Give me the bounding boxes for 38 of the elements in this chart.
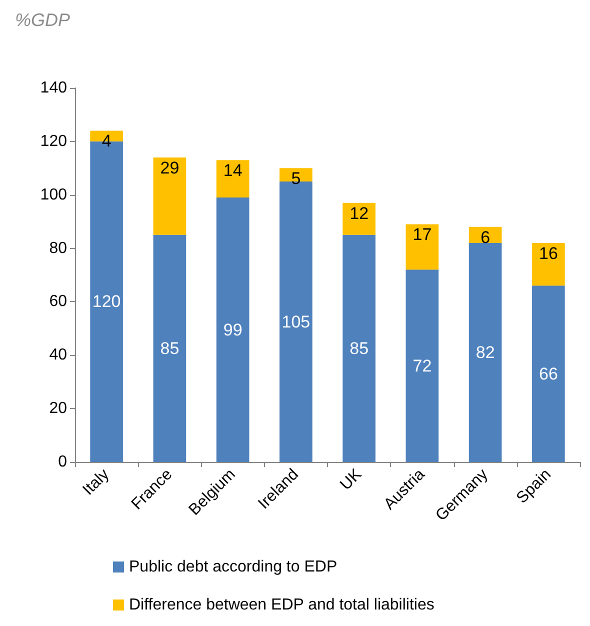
- data-label: 85: [350, 338, 369, 358]
- data-label: 29: [160, 158, 180, 178]
- bar: [468, 242, 502, 462]
- legend-label: Public debt according to EDP: [129, 558, 338, 576]
- data-label: 16: [538, 244, 558, 263]
- bar: [532, 242, 565, 286]
- data-label: 82: [476, 342, 495, 362]
- data-label: 105: [282, 312, 310, 332]
- y-tick-label: 80: [49, 240, 68, 257]
- y-axis-title: %GDP: [15, 10, 70, 30]
- x-tick-label: UK: [337, 466, 366, 494]
- legend-label: Difference between EDP and total liabilities: [129, 596, 434, 614]
- y-tick-label: 60: [49, 293, 68, 310]
- data-label: 17: [412, 225, 432, 244]
- data-label: 99: [223, 320, 242, 340]
- bar: [153, 157, 186, 235]
- y-tick-label: 0: [58, 454, 68, 470]
- y-tick-label: 40: [49, 346, 68, 364]
- y-tick-label: 20: [49, 400, 68, 418]
- bar: [406, 270, 439, 462]
- data-label: 120: [92, 292, 121, 312]
- bar: [342, 234, 376, 462]
- data-label: 72: [412, 356, 432, 376]
- bar: [532, 286, 565, 462]
- y-tick-label: 100: [40, 186, 68, 204]
- data-label: 85: [160, 338, 180, 358]
- bar: [216, 198, 250, 462]
- y-tick-label: 140: [40, 80, 68, 96]
- x-tick-label: Italy: [80, 466, 113, 499]
- data-label: 6: [480, 228, 490, 247]
- data-label: 66: [538, 364, 558, 384]
- data-label: 12: [350, 204, 369, 223]
- bar: [216, 160, 250, 198]
- data-label: 14: [223, 161, 242, 180]
- bar: [342, 202, 376, 235]
- bar: [153, 234, 186, 462]
- bar: [406, 224, 439, 270]
- y-tick-label: 120: [40, 132, 68, 150]
